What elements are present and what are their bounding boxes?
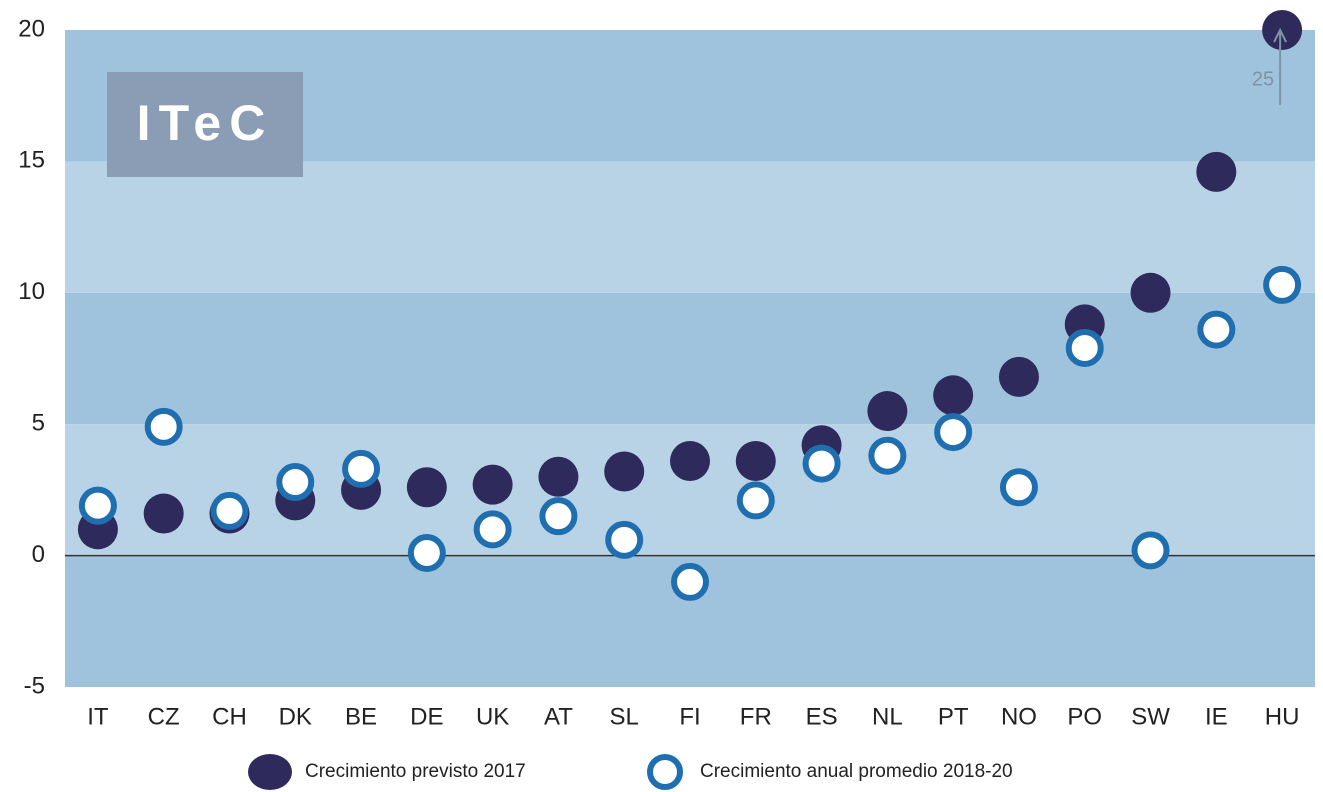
point [736,481,775,520]
x-tick-label: FI [679,703,700,730]
point [342,449,381,488]
annotation: 25 [1252,68,1274,90]
x-tick-label: CH [212,703,247,730]
y-tick-label: 0 [32,541,45,568]
logo-box [107,72,303,177]
point [1065,328,1104,367]
legend-label: Crecimiento anual promedio 2018-20 [700,761,1013,782]
point [406,467,447,508]
x-tick-label: NO [1001,703,1037,730]
point [1262,10,1303,50]
point [1197,310,1236,349]
point [802,444,841,483]
point [144,407,183,446]
point [605,520,644,559]
point [999,468,1038,507]
x-tick-label: NL [872,703,903,730]
band [65,161,1315,293]
x-tick-label: PT [938,703,969,730]
point [78,486,117,525]
point [670,440,710,481]
point [407,533,446,572]
point [671,562,709,601]
point [472,464,513,505]
x-tick-label: DK [279,703,312,730]
point [1263,265,1302,304]
x-tick-label: DE [410,703,443,730]
point [604,451,645,492]
x-tick-label: SW [1131,703,1170,730]
x-tick-label: HU [1265,703,1300,730]
point [210,491,249,530]
point [735,440,776,481]
y-tick-label: 15 [18,147,45,174]
point [1130,272,1171,313]
x-tick-label: AT [544,703,573,730]
x-tick-label: FR [740,703,772,730]
x-tick-label: CZ [148,703,180,730]
x-tick-label: PO [1067,703,1102,730]
y-tick-label: 20 [18,15,45,42]
legend-label: Crecimiento previsto 2017 [305,761,526,782]
point [473,510,512,549]
point [998,356,1039,397]
point [539,497,578,536]
y-tick-label: 10 [18,278,45,305]
point [1131,531,1170,570]
x-tick-label: UK [476,703,509,730]
point [276,463,315,502]
point [538,456,579,497]
point [867,391,908,432]
y-tick-label: 5 [32,410,45,437]
legend-marker [248,754,292,790]
x-tick-label: IE [1205,703,1228,730]
x-tick-label: IT [87,703,109,730]
point [1196,151,1237,192]
band [65,292,1315,425]
point [934,413,973,452]
point [143,493,184,534]
x-tick-label: SL [610,703,639,730]
point [868,436,907,475]
x-tick-label: ES [806,703,838,730]
logo: ITeC [137,95,274,151]
y-tick-label: -5 [24,672,45,699]
x-tick-label: BE [345,703,377,730]
legend-marker [647,754,683,790]
point [933,375,974,416]
annotation-arrowhead [1273,27,1288,43]
